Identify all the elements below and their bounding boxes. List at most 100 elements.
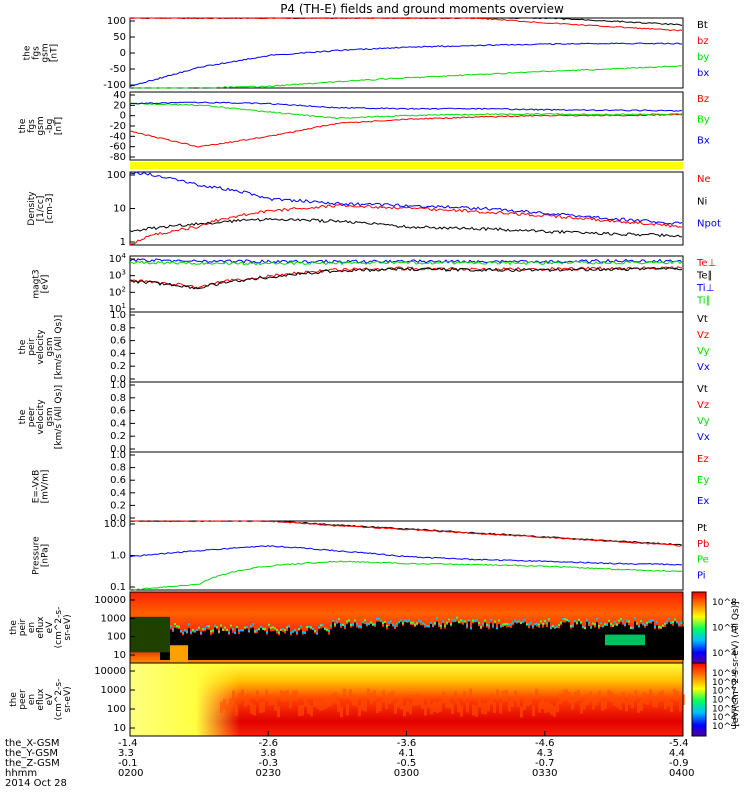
- y-axis-label: the fgs gsm [nT]: [23, 43, 60, 62]
- spectrogram-column: [396, 626, 398, 660]
- spectrogram-column: [340, 627, 342, 660]
- y-tick-label: 100: [107, 170, 126, 181]
- spectrogram-edge: [288, 624, 290, 627]
- spectrogram-column: [390, 623, 392, 660]
- colorbar-units-text: [eV/(cm^2-s-sr-eV) (All Qs)]: [731, 601, 741, 726]
- spectrogram-edge: [628, 620, 630, 623]
- spectrogram-column: [646, 694, 649, 706]
- spectrogram-column: [420, 625, 422, 660]
- y-tick-exponent: 1: [122, 302, 126, 310]
- spectrogram-edge: [276, 629, 278, 632]
- colorbar: [691, 591, 707, 664]
- spectrogram-column: [662, 626, 664, 660]
- spectrogram-column: [348, 622, 350, 660]
- spectrogram-column: [524, 622, 526, 660]
- spectrogram-column: [660, 628, 662, 660]
- spectrogram-column: [274, 699, 277, 711]
- x-tick-label: -0.1: [118, 758, 138, 769]
- series-Pe-line: [129, 560, 683, 591]
- spectrogram-edge: [586, 618, 588, 621]
- spectrogram-edge: [640, 619, 642, 622]
- spectrogram-column: [622, 692, 625, 704]
- spectrogram-column: [422, 625, 424, 660]
- spectrogram-column: [264, 631, 266, 660]
- spectrogram-edge: [434, 622, 436, 625]
- legend-Ti∥: Ti∥: [696, 296, 711, 307]
- spectrogram-column: [350, 627, 352, 660]
- y-axis-label-line: eflux: [36, 688, 46, 711]
- spectrogram-column: [442, 691, 445, 703]
- spectrogram-column: [228, 634, 230, 660]
- spectrogram-column: [235, 704, 238, 716]
- y-tick-label: 0.6: [110, 406, 126, 417]
- series-Ni-line: [129, 217, 683, 238]
- y-axis-label: Density [1/cc] [cm-3]: [27, 191, 55, 226]
- spectrogram-column: [668, 622, 670, 660]
- spectrogram-edge: [426, 625, 428, 628]
- spectrogram-column: [342, 626, 344, 660]
- spectrogram-column: [571, 698, 574, 710]
- spectrogram-edge: [550, 626, 552, 629]
- spectrogram-edge: [190, 631, 192, 634]
- legend-Npot: Npot: [697, 219, 721, 230]
- spectrogram-column: [452, 622, 454, 660]
- spectrogram-edge: [344, 625, 346, 628]
- spectrogram-column: [590, 628, 592, 660]
- spectrogram-column: [664, 626, 666, 660]
- y-axis-label: the fgs gsm -bg [nT]: [18, 116, 64, 135]
- y-tick-label: -60: [110, 142, 126, 153]
- spectrogram-column: [400, 698, 403, 710]
- spectrogram-column: [302, 634, 304, 660]
- spectrogram-column: [488, 629, 490, 660]
- spectrogram-edge: [456, 616, 458, 619]
- y-tick-base: 10: [109, 304, 122, 315]
- spectrogram-edge: [234, 631, 236, 634]
- spectrogram-edge: [224, 626, 226, 629]
- y-tick-label: 102: [109, 285, 126, 298]
- series-Pt-line: [129, 520, 683, 546]
- panel-7: 1.0 0.80.6 0.40.2 0.0 E=-VxB [mV/m] Ez Ey Ex: [32, 450, 710, 524]
- spectrogram-column: [256, 633, 258, 660]
- spectrogram-edge: [240, 629, 242, 632]
- colorbar-tick-label: 10^9: [712, 669, 737, 679]
- spectrogram-edge: [290, 631, 292, 634]
- spectrogram-edge: [666, 620, 668, 623]
- spectrogram-column: [352, 626, 354, 660]
- spectrogram-column: [640, 699, 643, 711]
- x-tick-label: -1.4: [118, 738, 138, 749]
- y-tick-label: 0.8: [110, 393, 126, 404]
- spectrogram-column: [192, 632, 194, 660]
- spectrogram-edge: [470, 627, 472, 630]
- spectrogram-column: [337, 700, 340, 712]
- spectrogram-column: [558, 628, 560, 660]
- spectrogram-edge: [392, 623, 394, 626]
- spectrogram-edge: [254, 630, 256, 633]
- y-tick-base: 10: [109, 254, 122, 265]
- spectrogram-column: [650, 623, 652, 660]
- spectrogram-column: [560, 625, 562, 660]
- panel-8: 10.0 1.0 0.1 Pressure [nPa] Pt Pb Pe Pi: [32, 519, 710, 593]
- spectrogram-column: [602, 627, 604, 660]
- spectrogram-column: [384, 622, 386, 660]
- y-axis-label-line: en: [27, 694, 37, 705]
- spectrogram-column: [376, 702, 379, 713]
- spectrogram-edge: [622, 620, 624, 623]
- spectrogram-edge: [450, 623, 452, 626]
- spectrogram-edge: [198, 626, 200, 629]
- y-axis-label-line: [km/s (All Qs)]: [54, 385, 64, 449]
- spectrogram-edge: [634, 617, 636, 620]
- series-by-line: [129, 65, 683, 89]
- spectrogram-column: [415, 694, 418, 706]
- spectrogram-column: [252, 627, 254, 660]
- spectrogram-column: [306, 630, 308, 660]
- spectrogram-column: [484, 703, 487, 715]
- spectrogram-column: [206, 629, 208, 660]
- spectrogram-edge: [406, 620, 408, 623]
- spectrogram-column: [484, 622, 486, 660]
- y-tick-label: 20: [113, 100, 126, 111]
- y-axis-label: Pressure [nPa]: [32, 536, 51, 575]
- y-tick-label: 50: [113, 32, 126, 43]
- spectrogram-column: [499, 702, 502, 714]
- spectrogram-column: [178, 629, 180, 660]
- spectrogram-column: [355, 695, 358, 707]
